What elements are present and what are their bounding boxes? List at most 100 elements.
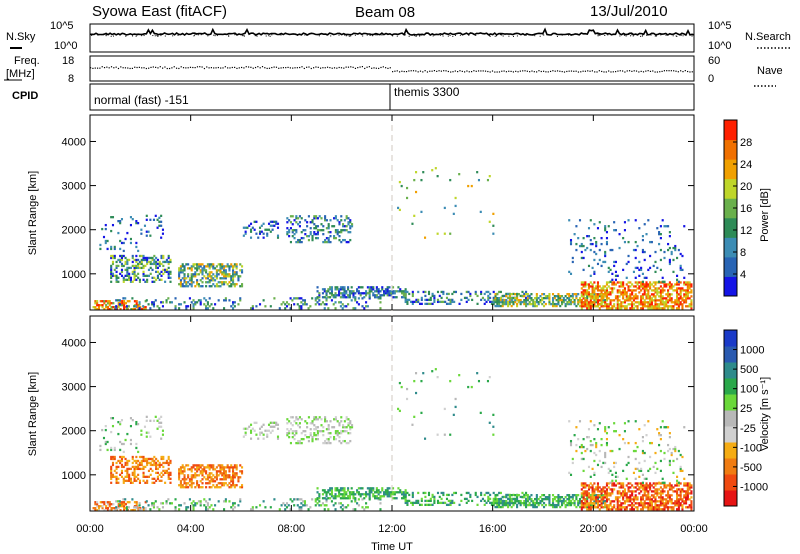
power-cell [454, 196, 457, 200]
freq-point [642, 71, 645, 73]
power-cell [537, 296, 540, 300]
power-cell [338, 290, 341, 293]
power-cell [117, 306, 120, 309]
power-cell [649, 297, 652, 300]
power-cell [535, 296, 538, 300]
velocity-cell [377, 491, 380, 494]
power-cell [341, 296, 344, 299]
power-cell [555, 302, 558, 306]
velocity-cell [94, 507, 97, 510]
power-cell [336, 233, 339, 236]
power-cell [525, 300, 528, 304]
velocity-cell [183, 486, 186, 489]
power-cell [330, 294, 333, 297]
velocity-cell [187, 476, 190, 479]
velocity-cell [411, 503, 414, 507]
velocity-cell [652, 482, 655, 485]
velocity-cell [206, 502, 209, 505]
velocity-cell [686, 506, 689, 509]
velocity-cell [322, 441, 325, 445]
power-cell [604, 229, 607, 232]
velocity-cell [341, 495, 344, 498]
velocity-cell [679, 502, 682, 505]
velocity-cell [99, 448, 102, 452]
power-cell [411, 292, 414, 296]
power-cell [253, 228, 256, 231]
power-cell [602, 285, 605, 288]
power-cell [188, 267, 191, 270]
velocity-cell [115, 479, 118, 482]
velocity-cell [221, 468, 224, 471]
velocity-cell [130, 509, 133, 512]
velocity-cell [230, 484, 233, 487]
power-cell [582, 244, 585, 248]
nsearch-point [125, 35, 127, 37]
velocity-cell [420, 497, 423, 501]
power-cell [548, 298, 551, 302]
velocity-cell [449, 501, 452, 505]
power-cell [499, 290, 502, 294]
power-cell [604, 285, 607, 288]
power-cell [625, 276, 628, 279]
freq-point [333, 67, 336, 69]
velocity-cell [121, 501, 124, 504]
power-cell [120, 274, 124, 277]
power-cell [357, 290, 360, 293]
power-cell [185, 277, 188, 280]
power-cell [249, 222, 253, 225]
velocity-cell [232, 470, 235, 473]
velocity-cell [645, 494, 648, 497]
power-cell [244, 230, 247, 233]
power-cell [573, 300, 576, 304]
power-cell [668, 285, 671, 288]
power-cell [492, 298, 495, 302]
velocity-cell [178, 472, 181, 475]
power-cell [167, 262, 170, 266]
power-cell [117, 220, 120, 223]
power-cell [113, 256, 116, 260]
freq-point [503, 70, 505, 72]
power-cell [604, 298, 607, 302]
station-title: Syowa East (fitACF) [92, 3, 227, 20]
velocity-cell [690, 484, 693, 487]
velocity-cell [117, 507, 120, 510]
power-cell [300, 231, 303, 234]
nsearch-point [419, 34, 421, 36]
power-cell [501, 295, 504, 298]
nsky-panel [89, 23, 695, 53]
velocity-cell [658, 496, 661, 499]
power-cell [686, 291, 689, 294]
velocity-cell [349, 432, 352, 435]
power-cell [158, 278, 161, 281]
power-cell [638, 287, 641, 290]
freq-point [477, 70, 480, 72]
velocity-cell [286, 422, 289, 425]
power-cell [654, 260, 657, 264]
power-cell [131, 297, 134, 300]
velocity-cell [241, 472, 244, 475]
velocity-cell [596, 488, 600, 491]
nsearch-point [172, 35, 174, 37]
power-cell [586, 283, 589, 286]
power-cell [643, 301, 646, 304]
power-cell [436, 175, 439, 178]
nsearch-point [623, 34, 625, 36]
velocity-cell [413, 501, 416, 505]
freq-point [110, 66, 113, 68]
velocity-cell [219, 468, 222, 471]
power-cell [239, 285, 242, 288]
velocity-cell [113, 475, 116, 478]
velocity-cell [534, 501, 537, 505]
velocity-cell [587, 492, 591, 495]
velocity-cell [110, 417, 113, 420]
velocity-cell [97, 509, 101, 512]
power-cell [605, 242, 609, 246]
velocity-cell [324, 441, 327, 445]
velocity-cell [605, 492, 609, 495]
power-cell [349, 225, 352, 228]
power-cell [187, 281, 190, 284]
power-cell [568, 219, 571, 222]
velocity-cell [587, 504, 591, 507]
power-cell [602, 289, 605, 292]
velocity-cell [347, 422, 350, 425]
